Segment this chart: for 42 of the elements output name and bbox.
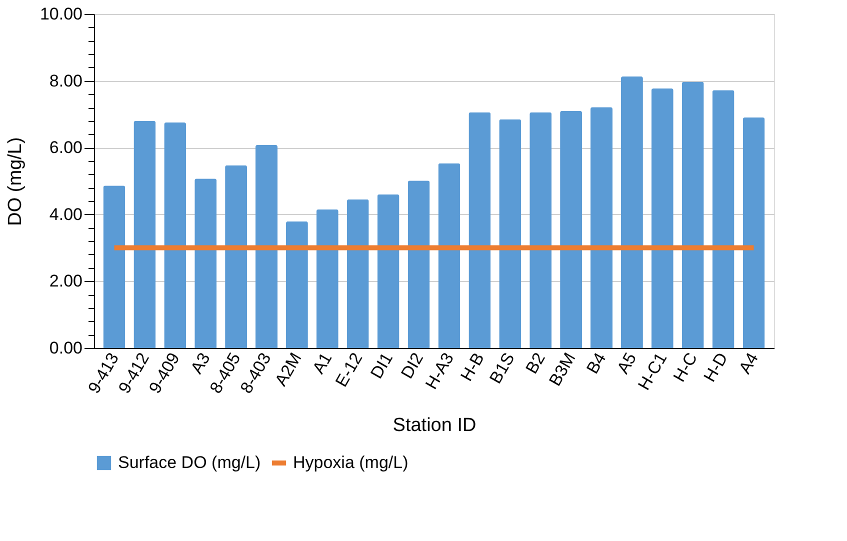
bar: [194, 178, 217, 348]
x-tick-label: A5: [613, 350, 640, 378]
x-tick-label: A1: [308, 350, 336, 378]
x-tick-label: A4: [735, 350, 762, 378]
bar: [134, 120, 156, 348]
bar: [438, 163, 460, 348]
bar: [468, 112, 491, 348]
bar: [560, 110, 582, 348]
x-axis-title: Station ID: [392, 415, 476, 436]
bar: [682, 82, 704, 348]
bar: [225, 165, 248, 348]
bar: [590, 107, 612, 348]
y-tick-label: 10.00: [40, 4, 82, 24]
x-tick-label: H-D: [700, 350, 732, 386]
bar: [256, 144, 278, 348]
y-tick-label: 2.00: [49, 272, 82, 291]
x-tick-label: H-B: [456, 350, 488, 384]
x-tick-label: DI1: [366, 350, 397, 382]
y-tick-label: 4.00: [49, 204, 82, 224]
bar: [346, 199, 369, 348]
y-tick-label: 8.00: [49, 71, 82, 90]
y-tick-label: 6.00: [49, 138, 82, 158]
x-tick-label: A3: [187, 350, 214, 378]
bar: [530, 112, 552, 348]
bar: [103, 186, 126, 348]
y-axis-title: DO (mg/L): [4, 137, 26, 226]
bar: [408, 180, 430, 348]
bar: [377, 194, 400, 348]
bar: [620, 76, 643, 348]
y-tick-label: 0.00: [49, 338, 82, 358]
legend-label: Surface DO (mg/L): [118, 453, 261, 472]
x-tick-label: DI2: [397, 350, 428, 382]
x-tick-label: B4: [582, 350, 610, 378]
bar: [286, 221, 308, 348]
x-tick-label: B2: [522, 350, 549, 378]
bar: [499, 119, 522, 348]
bar: [742, 118, 765, 348]
bar: [651, 88, 674, 348]
bar: [316, 209, 338, 348]
bar: [164, 122, 186, 348]
bar: [712, 90, 734, 348]
legend-label: Hypoxia (mg/L): [293, 453, 408, 472]
